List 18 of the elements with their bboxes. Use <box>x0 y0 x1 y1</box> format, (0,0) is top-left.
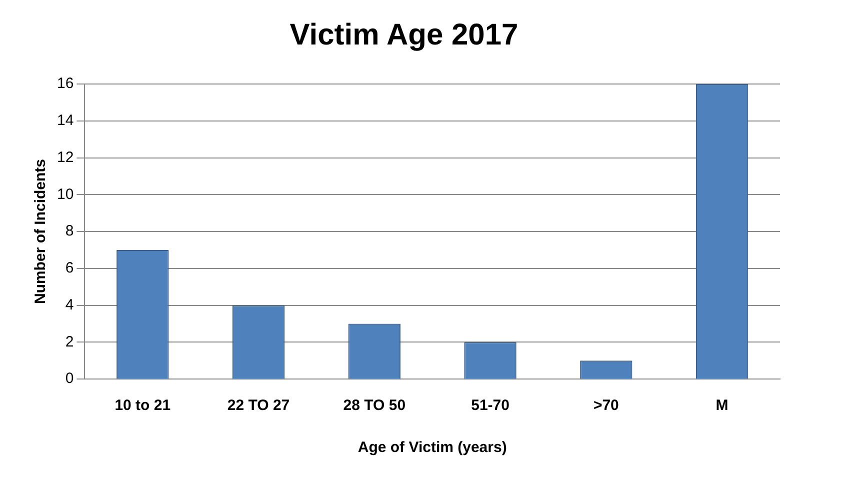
x-axis-title: Age of Victim (years) <box>358 439 507 456</box>
y-tick-label: 8 <box>65 222 74 240</box>
chart-title: Victim Age 2017 <box>290 18 518 52</box>
y-tick-label: 10 <box>56 186 74 203</box>
x-tick-label: M <box>716 397 728 414</box>
x-tick-label: 22 TO 27 <box>227 397 290 414</box>
y-tick-label: 2 <box>65 333 74 350</box>
x-tick-label: 51-70 <box>471 397 510 414</box>
y-axis-title: Number of Incidents <box>32 158 50 304</box>
y-tick-label: 6 <box>65 260 74 277</box>
x-tick-label: 28 TO 50 <box>343 397 406 414</box>
x-tick-label: >70 <box>593 397 619 414</box>
y-tick-label: 0 <box>65 370 74 388</box>
x-tick-label: 10 to 21 <box>114 397 171 414</box>
y-tick-label: 16 <box>56 75 74 92</box>
y-tick-label: 12 <box>56 148 74 166</box>
y-tick-label: 14 <box>56 112 74 130</box>
y-tick-label: 4 <box>65 296 74 314</box>
